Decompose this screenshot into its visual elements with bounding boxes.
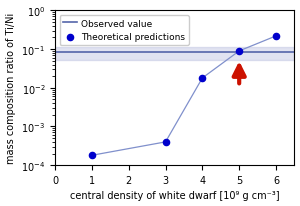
Theoretical predictions (237, 50, 242, 53)
X-axis label: central density of white dwarf [10⁹ g cm⁻³]: central density of white dwarf [10⁹ g cm… (70, 191, 280, 200)
Observed value (53, 52, 57, 54)
Theoretical predictions (200, 77, 205, 80)
Theoretical predictions (163, 140, 168, 144)
Theoretical predictions (89, 154, 94, 157)
Theoretical predictions (274, 35, 278, 38)
Bar (55, 48, 294, 61)
Observed value (90, 52, 94, 54)
Y-axis label: mass composition ratio of Ti/Ni: mass composition ratio of Ti/Ni (6, 13, 16, 164)
Legend: Observed value, Theoretical predictions: Observed value, Theoretical predictions (59, 16, 189, 46)
